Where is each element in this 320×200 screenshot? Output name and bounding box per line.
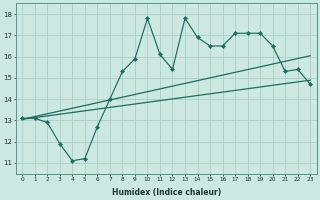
X-axis label: Humidex (Indice chaleur): Humidex (Indice chaleur)	[112, 188, 221, 197]
